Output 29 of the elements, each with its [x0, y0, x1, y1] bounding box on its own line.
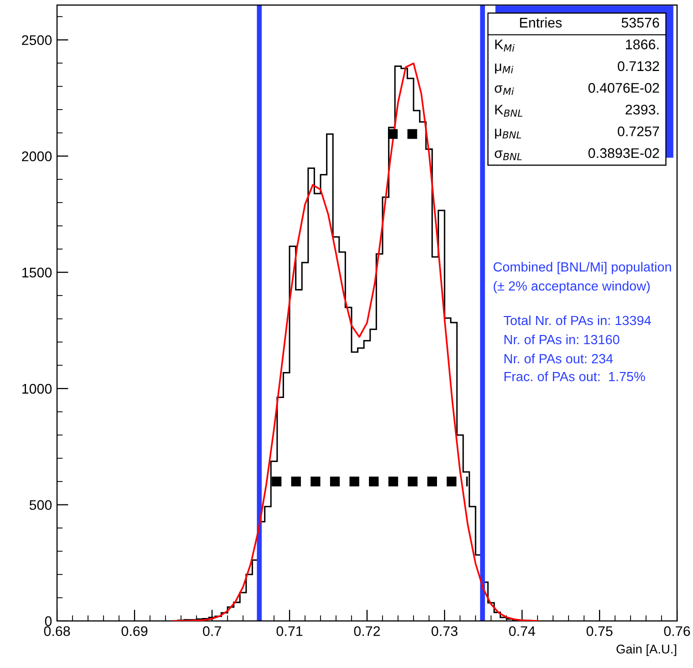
y-tick-label: 2000	[22, 151, 52, 162]
text: σ$_{Mi}$ 0.4076E-02	[494, 82, 660, 95]
annotation: Combined [BNL/Mi] population	[494, 262, 672, 274]
annotation: Nr. of PAs out: 234	[504, 354, 613, 364]
x-tick-label: 0.69	[122, 626, 148, 636]
y-tick-label: 2500	[22, 35, 52, 46]
y-tick-label: 1500	[22, 268, 52, 278]
x-tick-label: 0.76	[664, 626, 690, 636]
y-tick-label: 0	[44, 616, 52, 626]
text: K$_{Mi}$ 1866.	[495, 40, 658, 52]
text: μ$_{Mi}$ 0.7132	[495, 61, 660, 74]
x-tick-label: 0.72	[354, 626, 380, 636]
x-tick-label: 0.73	[432, 626, 458, 636]
x-axis-title: Gain [A.U.]	[616, 644, 676, 656]
x-tick-label: 0.7	[202, 626, 221, 636]
text: μ$_{BNL}$ 0.7257	[495, 126, 660, 139]
annotation: Total Nr. of PAs in: 13394	[504, 315, 651, 326]
x-tick-label: 0.68	[44, 626, 70, 636]
annotation: Nr. of PAs in: 13160	[504, 334, 620, 344]
annotation: (± 2% acceptance window)	[494, 280, 650, 294]
text: σ$_{BNL}$ 0.3893E-02	[494, 148, 660, 160]
x-tick-label: 0.74	[509, 626, 536, 636]
x-tick-label: 0.75	[586, 626, 612, 636]
x-tick-label: 0.71	[276, 626, 302, 636]
text: K$_{BNL}$ 2393.	[495, 104, 658, 117]
y-tick-label: 1000	[22, 384, 52, 394]
y-tick-label: 500	[30, 500, 52, 510]
text: Entries 53576	[520, 17, 660, 28]
annotation: Frac. of PAs out: 1.75%	[504, 372, 646, 382]
